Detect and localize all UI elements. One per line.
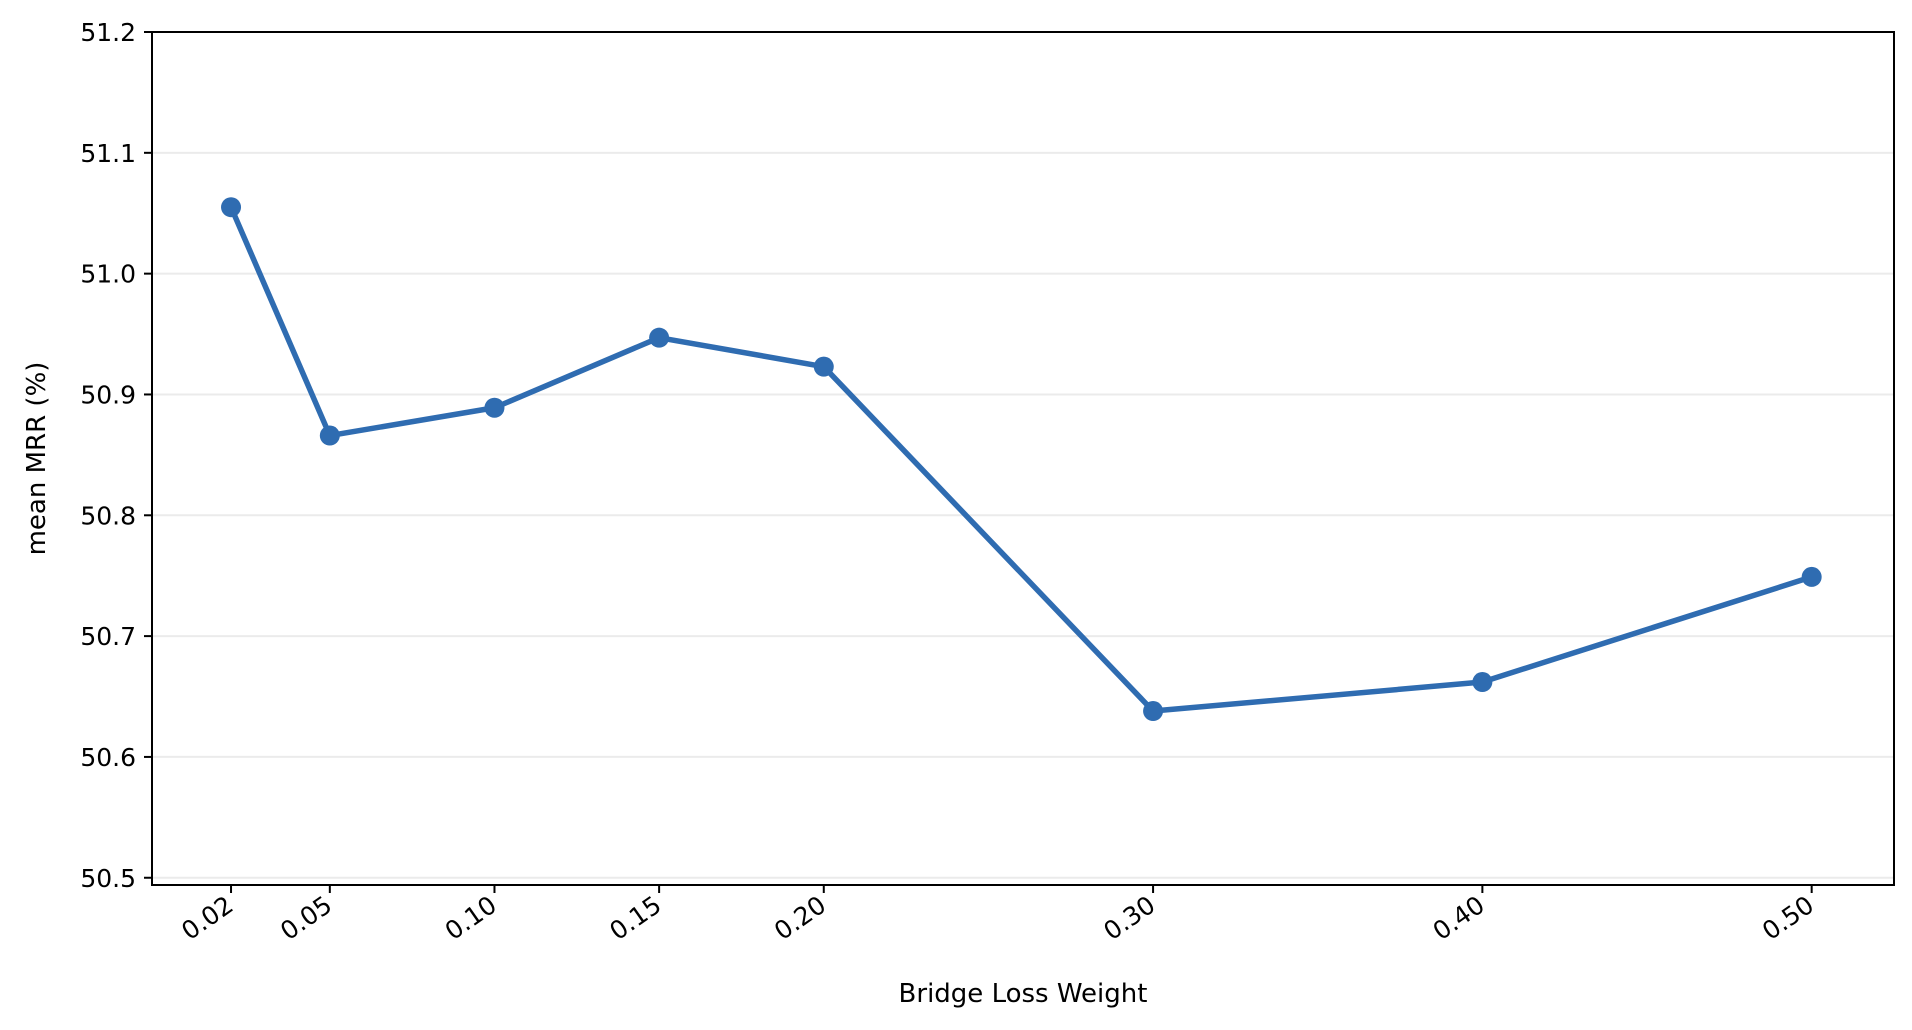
x-tick-label: 0.15 <box>604 890 666 946</box>
y-tick-label: 50.5 <box>80 864 136 893</box>
plot-frame <box>151 31 1895 886</box>
x-tick-label: 0.05 <box>275 890 337 946</box>
data-point <box>221 197 242 218</box>
x-tick-label: 0.10 <box>440 890 502 946</box>
x-tick-label: 0.30 <box>1098 890 1160 946</box>
data-point <box>1472 672 1493 693</box>
data-point <box>484 397 505 418</box>
data-point <box>319 425 340 446</box>
y-tick-label: 51.1 <box>80 139 136 168</box>
data-point <box>1801 566 1822 587</box>
gridlines <box>152 31 1894 879</box>
y-tick-label: 51.0 <box>80 260 136 289</box>
y-tick-label: 51.2 <box>80 18 136 47</box>
series-layer <box>221 197 1822 722</box>
y-tick-label: 50.8 <box>80 501 136 530</box>
series-line <box>228 204 1815 714</box>
data-point <box>649 327 670 348</box>
y-axis-label: mean MRR (%) <box>22 362 52 556</box>
data-point <box>1143 701 1164 722</box>
data-point <box>813 356 834 377</box>
x-tick-label: 0.40 <box>1428 890 1490 946</box>
y-tick-label: 50.7 <box>80 622 136 651</box>
x-tick-label: 0.20 <box>769 890 831 946</box>
x-tick-label: 0.50 <box>1757 890 1819 946</box>
y-tick-label: 50.9 <box>80 380 136 409</box>
x-tick-label: 0.02 <box>176 890 238 946</box>
x-axis-label: Bridge Loss Weight <box>899 979 1148 1009</box>
y-axis: 50.5 50.6 50.7 50.8 50.9 51.0 51.1 51.2 <box>80 18 152 893</box>
y-tick-label: 50.6 <box>80 743 136 772</box>
x-axis: 0.02 0.05 0.10 0.15 0.20 0.30 0.40 0.50 <box>176 885 1819 946</box>
